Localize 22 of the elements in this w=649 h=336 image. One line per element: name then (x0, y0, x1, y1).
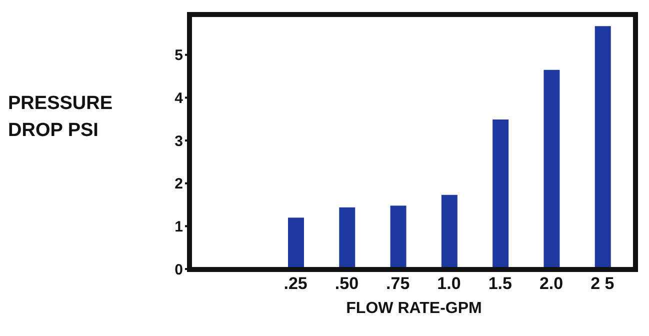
x-tick-label: 1.5 (488, 274, 512, 294)
bar (288, 218, 304, 269)
x-tick-label: .75 (386, 274, 410, 294)
y-tick-label: 2 (174, 176, 183, 193)
bar (544, 70, 560, 269)
x-tick-label: 2 5 (590, 274, 614, 294)
y-tick-label: 5 (174, 47, 183, 64)
y-tick-label: 4 (174, 90, 184, 107)
bar (339, 207, 356, 269)
x-tick-label: 2.0 (539, 274, 564, 294)
y-tick-label: 3 (174, 132, 183, 150)
x-tick-label: .25 (284, 274, 308, 294)
x-tick-label: 1.0 (437, 274, 461, 294)
x-tick-label: .50 (334, 274, 359, 294)
y-tick-label: 1 (174, 218, 183, 236)
x-axis-title: FLOW RATE-GPM (346, 300, 482, 317)
y-tick-label: 0 (174, 261, 183, 278)
bar (594, 26, 611, 269)
bar (390, 206, 406, 269)
bar (441, 194, 458, 269)
bar (492, 120, 509, 269)
y-axis-title: PRESSURE DROP PSI (8, 92, 113, 143)
